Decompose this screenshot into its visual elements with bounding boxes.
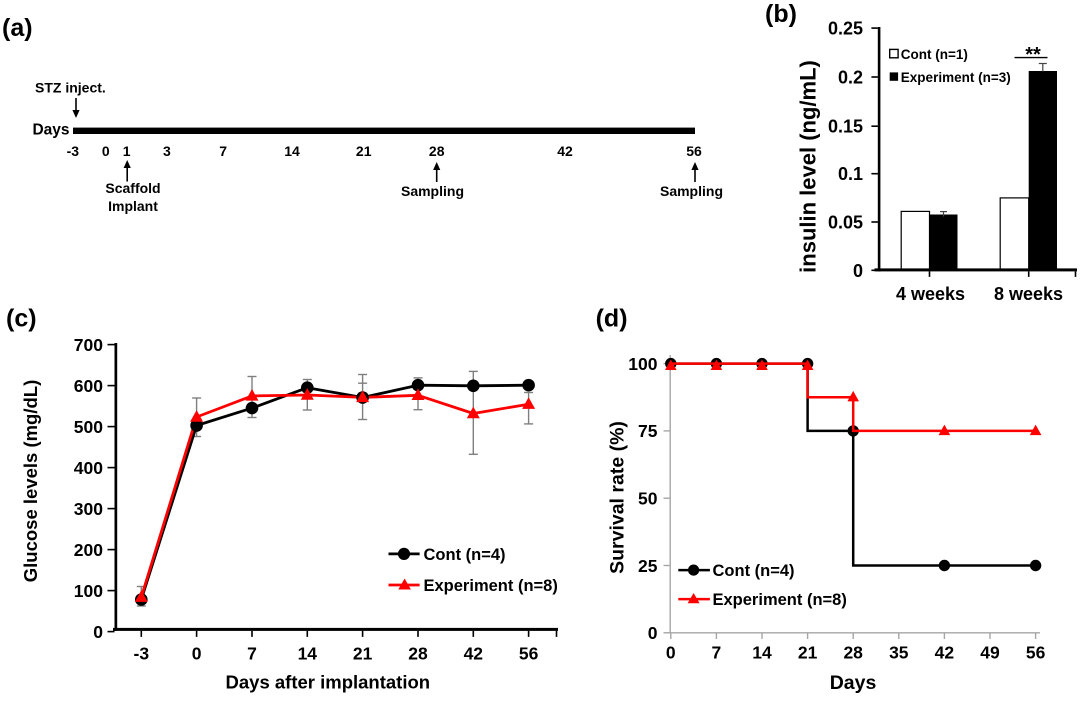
svg-text:0: 0 (102, 143, 110, 159)
svg-text:25: 25 (638, 556, 658, 576)
svg-text:0.25: 0.25 (828, 19, 863, 39)
svg-text:28: 28 (408, 644, 428, 664)
svg-text:56: 56 (519, 644, 539, 664)
svg-text:3: 3 (163, 143, 171, 159)
svg-text:21: 21 (798, 642, 818, 662)
svg-text:0.1: 0.1 (838, 164, 863, 184)
svg-text:**: ** (1025, 44, 1041, 66)
svg-text:Cont (n=4): Cont (n=4) (424, 546, 506, 564)
svg-text:7: 7 (712, 642, 722, 662)
svg-text:0.2: 0.2 (838, 68, 863, 88)
svg-text:0: 0 (93, 622, 103, 642)
svg-text:Days after implantation: Days after implantation (226, 672, 431, 693)
svg-text:100: 100 (74, 581, 103, 601)
svg-text:600: 600 (74, 376, 103, 396)
svg-text:Sampling: Sampling (660, 183, 723, 199)
svg-text:14: 14 (298, 644, 318, 664)
svg-text:Glucose levels (mg/dL): Glucose levels (mg/dL) (20, 380, 41, 583)
svg-text:49: 49 (980, 642, 1000, 662)
svg-text:500: 500 (74, 417, 103, 437)
svg-text:42: 42 (935, 642, 955, 662)
svg-text:21: 21 (353, 644, 373, 664)
svg-text:-3: -3 (134, 644, 150, 664)
svg-text:7: 7 (219, 143, 227, 159)
svg-text:56: 56 (1026, 642, 1046, 662)
svg-text:14: 14 (284, 143, 300, 159)
svg-text:(c): (c) (6, 305, 37, 333)
svg-text:STZ inject.: STZ inject. (35, 80, 106, 96)
svg-text:0: 0 (853, 261, 863, 281)
svg-text:Cont (n=1): Cont (n=1) (901, 47, 968, 62)
svg-text:42: 42 (557, 143, 573, 159)
svg-text:Days: Days (830, 672, 877, 694)
svg-text:75: 75 (638, 421, 658, 441)
svg-text:100: 100 (628, 354, 657, 374)
svg-text:0.15: 0.15 (828, 117, 863, 137)
svg-text:Experiment (n=3): Experiment (n=3) (901, 70, 1011, 85)
svg-text:7: 7 (247, 644, 257, 664)
svg-text:42: 42 (464, 644, 484, 664)
svg-text:0: 0 (666, 642, 676, 662)
svg-text:Implant: Implant (108, 198, 158, 214)
svg-text:400: 400 (74, 458, 103, 478)
svg-text:56: 56 (686, 143, 702, 159)
svg-text:50: 50 (638, 489, 658, 509)
svg-text:(d): (d) (596, 305, 628, 333)
svg-text:300: 300 (74, 499, 103, 519)
svg-text:insulin level (ng/mL): insulin level (ng/mL) (796, 60, 821, 273)
svg-text:700: 700 (74, 335, 103, 355)
svg-text:28: 28 (843, 642, 863, 662)
svg-text:0.05: 0.05 (828, 213, 863, 233)
svg-text:200: 200 (74, 540, 103, 560)
svg-text:1: 1 (123, 143, 131, 159)
svg-text:21: 21 (356, 143, 372, 159)
svg-text:Survival rate (%): Survival rate (%) (607, 421, 629, 574)
svg-text:Experiment (n=8): Experiment (n=8) (424, 577, 558, 595)
svg-text:Days: Days (32, 122, 69, 139)
svg-text:28: 28 (429, 143, 445, 159)
svg-text:8 weeks: 8 weeks (994, 284, 1063, 304)
svg-text:0: 0 (192, 644, 202, 664)
svg-text:0: 0 (648, 623, 658, 643)
svg-text:-3: -3 (67, 143, 80, 159)
svg-text:(a): (a) (2, 14, 33, 42)
svg-text:4 weeks: 4 weeks (896, 284, 965, 304)
svg-text:Experiment (n=8): Experiment (n=8) (713, 591, 847, 609)
svg-text:14: 14 (752, 642, 772, 662)
svg-text:Cont (n=4): Cont (n=4) (713, 562, 795, 580)
svg-text:(b): (b) (765, 0, 797, 28)
svg-text:Scaffold: Scaffold (105, 180, 160, 196)
svg-text:35: 35 (889, 642, 909, 662)
svg-text:Sampling: Sampling (401, 183, 464, 199)
